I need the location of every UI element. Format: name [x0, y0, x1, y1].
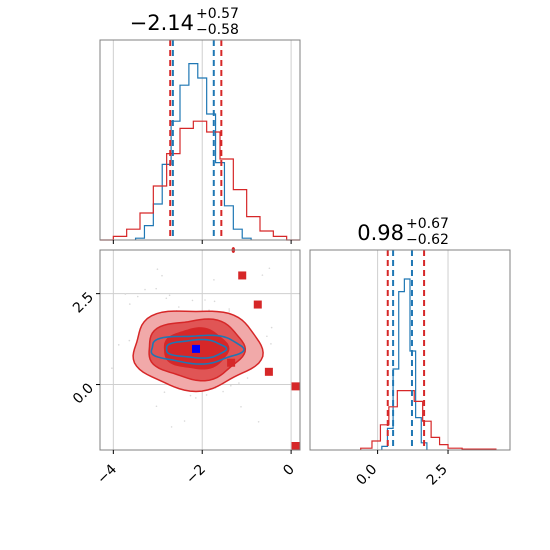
- bl-sample-dot: [230, 384, 232, 387]
- bl-xtick-label-2: 0: [280, 462, 298, 480]
- tl-frame: [99, 39, 301, 241]
- br-frame: [309, 249, 511, 451]
- tl-title-lower: −0.58: [196, 22, 239, 38]
- bl-sample-dot: [213, 300, 216, 303]
- bl-sample-dot: [117, 344, 120, 346]
- bl-ytick-label-1: 2.5: [70, 289, 97, 316]
- bl-red-point-2: [227, 358, 236, 367]
- bl-sample-dot: [270, 326, 273, 329]
- br-title-upper: +0.67: [406, 216, 449, 232]
- tl-title: −2.14 +0.57−0.58: [130, 6, 239, 38]
- br-xtick-label-1: 2.5: [424, 462, 451, 489]
- bl-sample-dot: [268, 267, 271, 270]
- br-title: 0.98 +0.67−0.62: [357, 216, 449, 248]
- bl-sample-dot: [228, 308, 230, 310]
- tl-hist-blue: [134, 63, 252, 240]
- bl-sample-dot: [246, 377, 249, 379]
- bl-sample-dot: [124, 293, 127, 295]
- tl-title-upper: +0.57: [196, 6, 239, 22]
- bl-sample-dot: [213, 279, 215, 281]
- bl-sample-dot: [163, 391, 166, 393]
- bottom-left-panel: −4 −2 0 0.0 2.5: [70, 247, 301, 488]
- bl-sample-dot: [136, 295, 139, 298]
- bl-sample-dot: [170, 426, 173, 428]
- tl-title-value: −2.14: [130, 11, 194, 35]
- tl-hist-red: [100, 120, 300, 241]
- bl-xtick-label-1: −2: [183, 462, 209, 488]
- bl-red-point-3: [264, 367, 273, 376]
- bl-sample-dot: [168, 294, 171, 297]
- bl-sample-dot: [183, 420, 186, 422]
- bl-sample-dot: [155, 287, 157, 290]
- br-title-value: 0.98: [357, 221, 404, 245]
- bl-sample-dot: [111, 367, 113, 369]
- top-left-panel: −2.14 +0.57−0.58: [99, 6, 301, 244]
- bl-sample-dot: [195, 397, 197, 399]
- bl-frame: [99, 249, 301, 451]
- bl-red-point-4: [291, 382, 300, 391]
- bl-red-point-5: [291, 442, 300, 450]
- bl-blue-point: [192, 344, 200, 353]
- bl-sample-dot: [128, 303, 131, 305]
- bl-red-point-1: [253, 300, 262, 309]
- bl-blue-contour-inner: [165, 338, 228, 359]
- bl-sample-dot: [156, 268, 159, 270]
- br-title-lower: −0.62: [406, 232, 449, 248]
- bl-sample-dot: [189, 394, 192, 397]
- bl-sample-dot: [161, 274, 163, 277]
- bl-sample-dot: [128, 339, 131, 342]
- br-xtick-label-0: 0.0: [353, 462, 380, 489]
- bl-sample-dot: [177, 306, 180, 308]
- bl-sample-dot: [204, 299, 206, 301]
- bl-sample-dot: [155, 405, 158, 408]
- bl-sample-dot: [240, 406, 242, 408]
- bottom-right-panel: 0.98 +0.67−0.62 0.0 2.5: [309, 216, 511, 489]
- bl-blue-contour-outer: [150, 334, 245, 365]
- bl-red-point-0: [238, 271, 247, 280]
- br-hist-red: [360, 390, 497, 450]
- bl-sample-dot: [205, 394, 208, 396]
- bl-sample-dot: [222, 390, 224, 393]
- bl-sample-dot: [238, 382, 240, 384]
- bl-sample-dot: [228, 310, 231, 312]
- bl-sample-dot: [257, 421, 260, 423]
- bl-sample-dot: [144, 288, 146, 291]
- bl-xtick-label-0: −4: [94, 461, 120, 487]
- bl-ytick-label-0: 0.0: [70, 380, 97, 407]
- bl-sample-dot: [165, 297, 168, 300]
- bl-sample-dot: [270, 343, 272, 345]
- bl-sample-dot: [266, 335, 268, 338]
- bl-sample-dot: [261, 274, 264, 276]
- bl-sample-dot: [191, 299, 194, 302]
